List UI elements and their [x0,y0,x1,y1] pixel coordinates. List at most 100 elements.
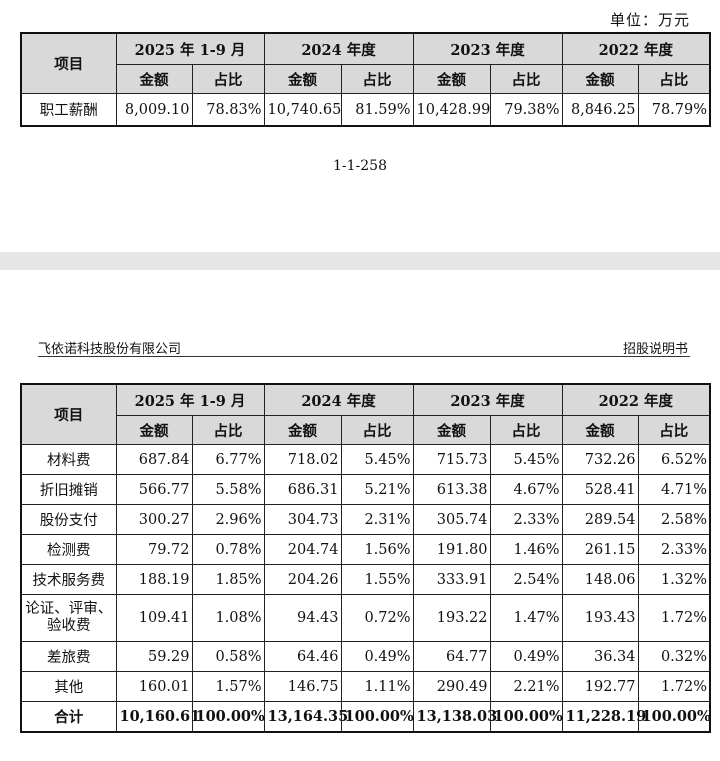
ratio-cell: 5.21% [340,474,414,505]
amount-cell: 79.72 [115,534,193,565]
amount-cell: 718.02 [263,444,342,475]
amount-cell: 188.19 [115,564,193,595]
period-header: 2023 年度 [412,32,563,65]
amount-cell: 94.43 [263,594,342,642]
ratio-cell: 2.33% [489,504,563,535]
amount-header: 金额 [115,64,193,94]
amount-cell: 10,740.65 [263,93,342,127]
ratio-cell: 6.52% [637,444,711,475]
company-name: 飞依诺科技股份有限公司 [38,342,182,357]
ratio-cell: 1.32% [637,564,711,595]
ratio-header: 占比 [637,64,711,94]
table-body: 材料费 687.84 6.77% 718.02 5.45% 715.73 5.45% 732.… [20,444,711,733]
amount-cell: 261.15 [561,534,639,565]
ratio-cell: 2.96% [191,504,265,535]
period-header: 2024 年度 [263,32,414,65]
ratio-cell: 2.21% [489,671,563,702]
table-row: 股份支付 300.27 2.96% 304.73 2.31% 305.74 2.33% 289… [20,504,711,535]
amount-cell: 13,138.03 [412,701,497,733]
ratio-cell: 0.58% [191,641,265,672]
amount-cell: 290.49 [412,671,491,702]
amount-cell: 193.43 [561,594,639,642]
item-header: 项目 [20,32,117,94]
ratio-cell: 100.00% [191,701,265,733]
amount-cell: 305.74 [412,504,491,535]
ratio-header: 占比 [489,64,563,94]
table-row: 检测费 79.72 0.78% 204.74 1.56% 191.80 1.46% 261.1… [20,534,711,565]
row-label: 股份支付 [20,504,117,535]
ratio-cell: 1.55% [340,564,414,595]
ratio-cell: 1.72% [637,594,711,642]
amount-cell: 300.27 [115,504,193,535]
unit-label: 单位：万元 [609,11,690,29]
row-label: 差旅费 [20,641,117,672]
ratio-header: 占比 [637,415,711,445]
amount-cell: 192.77 [561,671,639,702]
ratio-header: 占比 [340,64,414,94]
amount-header: 金额 [263,415,342,445]
period-header: 2025 年 1-9 月 [115,32,265,65]
table-row: 差旅费 59.29 0.58% 64.46 0.49% 64.77 0.49% 36.34 0.… [20,641,711,672]
table-row: 论证、评审、验收费 109.41 1.08% 94.43 0.72% 193.22 1.47… [20,594,711,642]
row-label: 其他 [20,671,117,702]
page-gap [0,252,720,270]
period-header: 2023 年度 [412,383,563,416]
amount-cell: 13,164.35 [263,701,348,733]
amount-cell: 148.06 [561,564,639,595]
ratio-cell: 2.58% [637,504,711,535]
period-header: 2024 年度 [263,383,414,416]
ratio-cell: 5.58% [191,474,265,505]
amount-cell: 160.01 [115,671,193,702]
amount-header: 金额 [561,64,639,94]
amount-cell: 64.46 [263,641,342,672]
amount-cell: 10,428.99 [412,93,491,127]
amount-cell: 715.73 [412,444,491,475]
table-row: 折旧摊销 566.77 5.58% 686.31 5.21% 613.38 4.67% 528… [20,474,711,505]
ratio-cell: 4.71% [637,474,711,505]
period-header: 2022 年度 [561,32,711,65]
period-header: 2022 年度 [561,383,711,416]
amount-cell: 64.77 [412,641,491,672]
amount-cell: 191.80 [412,534,491,565]
ratio-cell: 0.32% [637,641,711,672]
period-header: 2025 年 1-9 月 [115,383,265,416]
amount-header: 金额 [263,64,342,94]
amount-cell: 36.34 [561,641,639,672]
amount-header: 金额 [412,64,491,94]
row-label: 材料费 [20,444,117,475]
ratio-header: 占比 [191,415,265,445]
ratio-cell: 1.72% [637,671,711,702]
rd-expense-table: 项目 2025 年 1-9 月 2024 年度 2023 年度 2022 年度 … [20,383,712,733]
ratio-cell: 4.67% [489,474,563,505]
amount-cell: 11,228.19 [561,701,646,733]
ratio-cell: 2.54% [489,564,563,595]
amount-cell: 204.74 [263,534,342,565]
amount-cell: 304.73 [263,504,342,535]
ratio-cell: 100.00% [340,701,414,733]
amount-cell: 109.41 [115,594,193,642]
row-label: 技术服务费 [20,564,117,595]
ratio-header: 占比 [340,415,414,445]
page-number: 1-1-258 [333,158,387,174]
ratio-cell: 0.78% [191,534,265,565]
amount-cell: 8,846.25 [561,93,639,127]
amount-cell: 687.84 [115,444,193,475]
row-label: 论证、评审、验收费 [20,594,117,642]
ratio-cell: 81.59% [340,93,414,127]
amount-cell: 566.77 [115,474,193,505]
row-label: 合计 [20,701,117,733]
row-label: 检测费 [20,534,117,565]
ratio-cell: 1.57% [191,671,265,702]
table-row: 技术服务费 188.19 1.85% 204.26 1.55% 333.91 2.54% 14… [20,564,711,595]
amount-cell: 10,160.61 [115,701,200,733]
ratio-cell: 0.49% [340,641,414,672]
ratio-cell: 1.47% [489,594,563,642]
amount-cell: 8,009.10 [115,93,193,127]
amount-cell: 289.54 [561,504,639,535]
amount-header: 金额 [115,415,193,445]
ratio-header: 占比 [191,64,265,94]
table-row: 材料费 687.84 6.77% 718.02 5.45% 715.73 5.45% 732.… [20,444,711,475]
amount-cell: 146.75 [263,671,342,702]
amount-cell: 613.38 [412,474,491,505]
ratio-cell: 78.83% [191,93,265,127]
